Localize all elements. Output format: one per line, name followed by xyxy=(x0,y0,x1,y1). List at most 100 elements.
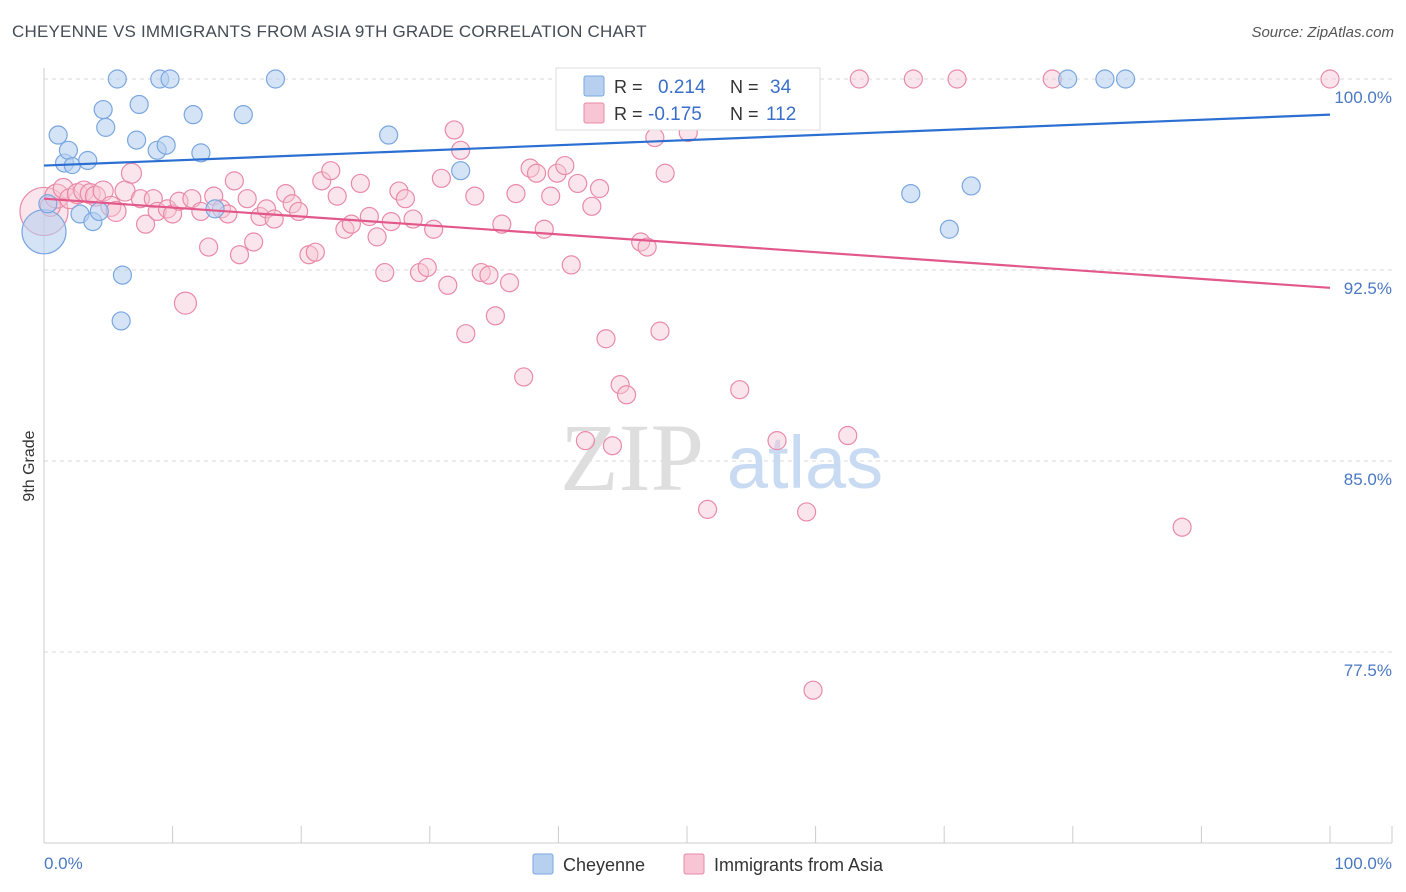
immigrants-asia-point-72 xyxy=(541,186,561,206)
immigrants-asia-point-103 xyxy=(1172,517,1192,537)
cheyenne-point-32 xyxy=(1095,69,1115,89)
cheyenne-point-9 xyxy=(89,201,109,222)
cheyenne-point-7 xyxy=(78,150,98,171)
immigrants-asia-point-69 xyxy=(520,158,540,178)
immigrants-asia-point-56 xyxy=(431,168,451,188)
immigrants-asia-point-85 xyxy=(631,232,651,252)
watermark-zip: ZIP xyxy=(560,404,704,511)
x-axis-tick-labels: 0.0% 100.0% xyxy=(44,854,1392,873)
immigrants-asia-point-35 xyxy=(276,184,296,204)
immigrants-asia-point-3 xyxy=(52,177,74,200)
immigrants-asia-point-31 xyxy=(244,232,264,252)
immigrants-asia-point-21 xyxy=(173,291,198,315)
legend-r-value-cheyenne: 0.214 xyxy=(658,77,706,98)
bottom-legend-swatch-cheyenne xyxy=(532,853,554,875)
immigrants-asia-point-104 xyxy=(1320,69,1340,89)
immigrants-asia-point-9 xyxy=(92,180,114,202)
immigrants-asia-point-79 xyxy=(589,178,610,199)
y-axis-label: 9th Grade xyxy=(21,430,38,501)
immigrants-asia-point-13 xyxy=(120,162,143,184)
immigrants-asia-point-78 xyxy=(582,196,602,216)
y-tick-label: 100.0% xyxy=(1334,88,1392,107)
immigrants-asia-point-81 xyxy=(602,436,623,456)
cheyenne-point-4 xyxy=(58,140,79,160)
immigrants-asia-trend-line xyxy=(43,197,1331,289)
immigrants-asia-point-32 xyxy=(250,206,270,227)
y-tick-label: 92.5% xyxy=(1344,279,1392,298)
cheyenne-point-10 xyxy=(93,99,113,120)
immigrants-asia-point-87 xyxy=(645,127,665,148)
cheyenne-point-12 xyxy=(107,69,127,89)
immigrants-asia-point-95 xyxy=(767,431,787,451)
y-axis-tick-labels: 100.0% 92.5% 85.0% 77.5% xyxy=(1334,88,1392,680)
immigrants-asia-point-36 xyxy=(282,194,302,214)
immigrants-asia-point-66 xyxy=(499,273,520,293)
cheyenne-point-15 xyxy=(126,130,147,150)
immigrants-asia-point-98 xyxy=(838,425,858,446)
immigrants-asia-point-61 xyxy=(465,186,485,206)
immigrants-asia-point-15 xyxy=(135,214,156,234)
immigrants-asia-point-92 xyxy=(697,499,718,519)
immigrants-asia-point-67 xyxy=(506,184,526,204)
cheyenne-point-23 xyxy=(205,199,225,219)
immigrants-asia-point-100 xyxy=(903,69,923,89)
immigrants-asia-point-75 xyxy=(561,255,581,275)
cheyenne-point-31 xyxy=(1058,69,1078,89)
immigrants-asia-point-41 xyxy=(321,161,341,181)
cheyenne-point-21 xyxy=(183,105,203,125)
immigrants-asia-point-55 xyxy=(424,219,444,239)
cheyenne-point-0 xyxy=(21,209,67,255)
bottom-legend-swatch-immigrants-asia xyxy=(683,853,705,875)
immigrants-asia-point-28 xyxy=(224,171,244,191)
legend-n-label: N = xyxy=(730,104,759,124)
cheyenne-point-29 xyxy=(939,219,959,239)
immigrants-asia-point-39 xyxy=(305,242,325,262)
x-tick-label-100: 100.0% xyxy=(1334,854,1392,873)
immigrants-asia-point-51 xyxy=(395,189,415,209)
immigrants-asia-point-16 xyxy=(143,189,163,209)
chart-title: CHEYENNE VS IMMIGRANTS FROM ASIA 9TH GRA… xyxy=(12,22,647,41)
cheyenne-point-2 xyxy=(48,125,68,145)
immigrants-asia-point-68 xyxy=(514,367,534,387)
bottom-legend-cheyenne: Cheyenne xyxy=(563,855,645,875)
immigrants-asia-point-88 xyxy=(650,321,670,341)
immigrants-asia-point-76 xyxy=(568,173,588,194)
immigrants-asia-point-44 xyxy=(341,214,361,234)
immigrants-asia-point-29 xyxy=(229,245,250,265)
legend-r-label: R = xyxy=(614,104,643,124)
cheyenne-point-13 xyxy=(112,265,133,285)
immigrants-asia-point-74 xyxy=(555,155,575,176)
immigrants-asia-point-62 xyxy=(471,262,491,283)
cheyenne-point-24 xyxy=(233,105,253,125)
cheyenne-point-27 xyxy=(451,161,471,181)
immigrants-asia-point-64 xyxy=(485,306,505,326)
legend-r-value-immigrants-asia: -0.175 xyxy=(648,104,702,125)
immigrants-asia-point-30 xyxy=(237,189,257,209)
legend-r-label: R = xyxy=(614,77,643,97)
cheyenne-point-14 xyxy=(111,311,131,331)
y-tick-label: 85.0% xyxy=(1344,470,1392,489)
immigrants-asia-point-97 xyxy=(803,680,823,700)
cheyenne-point-16 xyxy=(129,94,149,115)
immigrants-asia-point-63 xyxy=(479,265,499,285)
gridlines xyxy=(44,78,1392,653)
series-legend: Cheyenne Immigrants from Asia xyxy=(532,853,884,875)
immigrants-asia-point-96 xyxy=(796,502,817,522)
immigrants-asia-point-77 xyxy=(575,431,596,451)
immigrants-asia-point-73 xyxy=(547,163,567,183)
immigrants-asia-point-83 xyxy=(616,385,637,405)
immigrants-asia-point-47 xyxy=(367,227,387,247)
immigrants-asia-point-54 xyxy=(417,257,437,278)
axes xyxy=(43,68,1393,844)
immigrants-asia-point-60 xyxy=(456,324,476,344)
y-tick-label: 77.5% xyxy=(1344,661,1392,680)
cheyenne-point-33 xyxy=(1115,69,1136,89)
cheyenne-trend-line xyxy=(43,113,1331,167)
legend-n-value-cheyenne: 34 xyxy=(770,77,792,98)
trend-lines xyxy=(43,113,1331,289)
cheyenne-point-25 xyxy=(265,69,286,89)
immigrants-asia-point-48 xyxy=(375,262,395,283)
immigrants-asia-point-46 xyxy=(359,206,379,227)
cheyenne-point-26 xyxy=(379,125,399,145)
